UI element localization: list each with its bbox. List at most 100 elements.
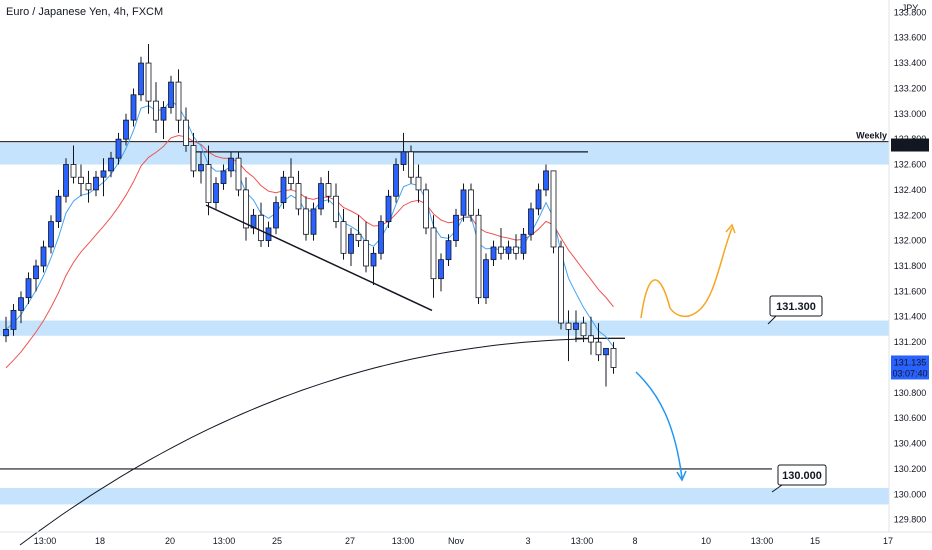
candle-body <box>70 164 77 178</box>
candle-body <box>18 297 24 311</box>
candle-body <box>385 195 392 223</box>
price-tick-label: 130.800 <box>894 388 927 398</box>
time-tick-label: 10 <box>701 536 711 546</box>
candle-body <box>580 322 587 337</box>
price-tick-label: 132.400 <box>894 185 927 195</box>
time-tick-label: 8 <box>632 536 637 546</box>
candle-body <box>220 170 227 184</box>
candle-body <box>288 176 294 184</box>
horizontal-levels: Weekly <box>0 131 889 470</box>
orange-arrowhead <box>725 223 736 234</box>
candle-body <box>145 62 152 102</box>
candle-body <box>78 176 84 184</box>
candle-body <box>378 221 384 254</box>
zone-1 <box>0 320 889 336</box>
sma-slow <box>19 337 625 546</box>
candle-body <box>355 233 362 242</box>
candle-body <box>468 189 474 216</box>
callout-130000-pointer <box>771 484 783 493</box>
time-tick-label: 15 <box>810 536 820 546</box>
ema-blue-line <box>5 99 614 348</box>
time-tick-label: 27 <box>345 536 355 546</box>
blue-arrowhead <box>676 470 687 482</box>
price-tick-label: 132.200 <box>894 210 927 220</box>
time-tick-label: 3 <box>525 536 530 546</box>
callout-130000: 130.000 <box>771 464 827 493</box>
candle-body <box>603 348 609 356</box>
candle-body <box>535 189 542 210</box>
candle-body <box>348 233 354 254</box>
candle-body <box>528 208 534 235</box>
candle-body <box>490 246 497 261</box>
candle-body <box>498 246 504 254</box>
callout-130000-box <box>777 464 827 486</box>
candle-body <box>160 107 167 121</box>
candle-body <box>273 202 279 229</box>
candle-body <box>483 259 489 299</box>
price-tick-label: 130.200 <box>894 464 927 474</box>
candle-body <box>55 195 62 223</box>
candle-body <box>445 240 452 261</box>
candle-body <box>93 176 99 191</box>
candle-body <box>303 208 309 235</box>
candle-body <box>190 145 197 172</box>
price-tick-label: 131.400 <box>894 312 927 322</box>
zone-0 <box>0 142 889 165</box>
candle-body <box>460 189 467 216</box>
candle-body <box>438 259 444 280</box>
candle-body <box>33 265 39 280</box>
weekly-price-text: 132.750 <box>894 141 927 151</box>
candle-body <box>153 100 159 121</box>
trendline-0 <box>205 204 433 312</box>
weekly-label: Weekly <box>856 131 887 141</box>
candle-body <box>310 208 317 235</box>
candle-body <box>520 233 527 254</box>
time-tick-label: 13:00 <box>34 536 57 546</box>
candle-body <box>63 164 69 197</box>
candle-body <box>175 81 182 121</box>
candle-body <box>595 341 602 356</box>
slow-moving-average <box>19 337 625 546</box>
price-tick-label: 132.600 <box>894 160 927 170</box>
time-tick-label: 18 <box>95 536 105 546</box>
ema-red-line <box>5 134 614 369</box>
candle-body <box>228 157 234 172</box>
ema-red <box>5 134 614 369</box>
price-callouts[interactable]: 131.300 130.000 <box>767 295 827 493</box>
price-tick-label: 130.000 <box>894 489 927 499</box>
candle-body <box>130 94 137 121</box>
candle-body <box>415 176 422 191</box>
candle-body <box>100 170 107 178</box>
candle-body <box>108 157 114 172</box>
candle-body <box>573 322 579 330</box>
candle-body <box>550 170 557 248</box>
price-tick-label: 131.800 <box>894 261 927 271</box>
orange-up-arrow <box>640 227 733 319</box>
time-tick-label: 17 <box>883 536 893 546</box>
price-tick-label: 132.000 <box>894 236 927 246</box>
candle-body <box>3 329 9 337</box>
candle-body <box>123 119 129 140</box>
candle-body <box>558 246 564 324</box>
candle-body <box>258 214 264 242</box>
time-tick-label: Nov <box>448 536 465 546</box>
candle-body <box>363 240 369 267</box>
time-tick-label: 13:00 <box>213 536 236 546</box>
candle-body <box>25 278 32 299</box>
candle-body <box>475 214 482 299</box>
time-tick-label: 13:00 <box>571 536 594 546</box>
price-tick-label: 131.600 <box>894 286 927 296</box>
candle-body <box>138 62 144 96</box>
callout-131300-box <box>769 295 823 317</box>
time-axis[interactable]: 13:00 18 20 13:00 25 27 13:00 Nov 3 13:00 8 10 13:00… <box>0 531 932 546</box>
price-tick-label: 133.400 <box>894 58 927 68</box>
current-price-tag <box>891 355 929 380</box>
candle-body <box>325 183 332 197</box>
time-tick-label: 25 <box>272 536 282 546</box>
price-tick-label: 133.000 <box>894 109 927 119</box>
price-tick-label: 130.600 <box>894 413 927 423</box>
candle-body <box>565 322 572 330</box>
trendlines <box>205 204 433 312</box>
